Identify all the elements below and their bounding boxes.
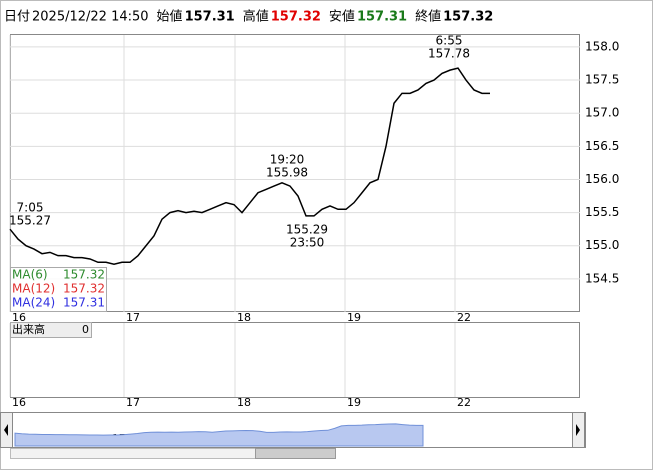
legend-name: MA(12)	[12, 282, 55, 296]
x-tick-label: 18	[237, 311, 251, 324]
legend-name: MA(6)	[12, 268, 48, 282]
header-label: 始値	[157, 9, 183, 25]
arrow-right	[576, 424, 580, 436]
y-tick-label: 155.0	[585, 238, 619, 252]
header-value: 157.31	[357, 10, 407, 25]
x-tick-label: 16	[12, 311, 26, 324]
y-tick-label: 158.0	[585, 39, 619, 53]
x-tick-label: 17	[126, 396, 140, 409]
y-tick-label: 156.5	[585, 139, 619, 153]
annotation-price: 157.78	[428, 47, 470, 61]
volume-value: 0	[82, 323, 89, 336]
x-tick-label: 19	[347, 311, 361, 324]
volume-label-box	[10, 322, 92, 338]
x-tick-label: 22	[457, 396, 471, 409]
legend-box	[10, 267, 107, 312]
x-tick-label: 22	[457, 311, 471, 324]
header-value: 157.32	[443, 10, 493, 25]
y-tick-label: 156.0	[585, 172, 619, 186]
header-label: 高値	[243, 9, 269, 25]
x-tick-label: 19	[347, 396, 361, 409]
annotation-price: 155.98	[266, 166, 308, 180]
y-tick-label: 157.5	[585, 73, 619, 87]
x-tick-label: 18	[237, 396, 251, 409]
arrow-left	[4, 424, 8, 436]
header-value: 157.31	[185, 10, 235, 25]
annotation-time: 19:20	[270, 153, 305, 167]
navigator-area	[14, 423, 424, 447]
header-label: 日付	[4, 10, 30, 25]
y-tick-label: 155.5	[585, 205, 619, 219]
legend-name: MA(24)	[12, 296, 55, 310]
y-tick-label: 154.5	[585, 271, 619, 285]
x-tick-label: 17	[126, 311, 140, 324]
legend-value: 157.31	[63, 296, 105, 310]
legend-value: 157.32	[63, 282, 105, 296]
header-value: 2025/12/22 14:50	[32, 10, 149, 25]
scroll-thumb[interactable]	[255, 448, 336, 459]
annotation-time: 6:55	[436, 34, 463, 48]
header-label: 終値	[415, 9, 441, 25]
y-tick-label: 157.0	[585, 106, 619, 120]
x-tick-label: 16	[12, 396, 26, 409]
legend-value: 157.32	[63, 268, 105, 282]
price-line	[9, 67, 490, 266]
header-value: 157.32	[271, 10, 321, 25]
annotation-price: 155.29	[286, 223, 328, 237]
volume-label: 出来高	[12, 322, 45, 336]
annotation-price: 155.27	[9, 214, 51, 228]
annotation-time: 7:05	[17, 201, 44, 215]
header-label: 安値	[329, 9, 355, 25]
annotation-time: 23:50	[290, 236, 325, 250]
